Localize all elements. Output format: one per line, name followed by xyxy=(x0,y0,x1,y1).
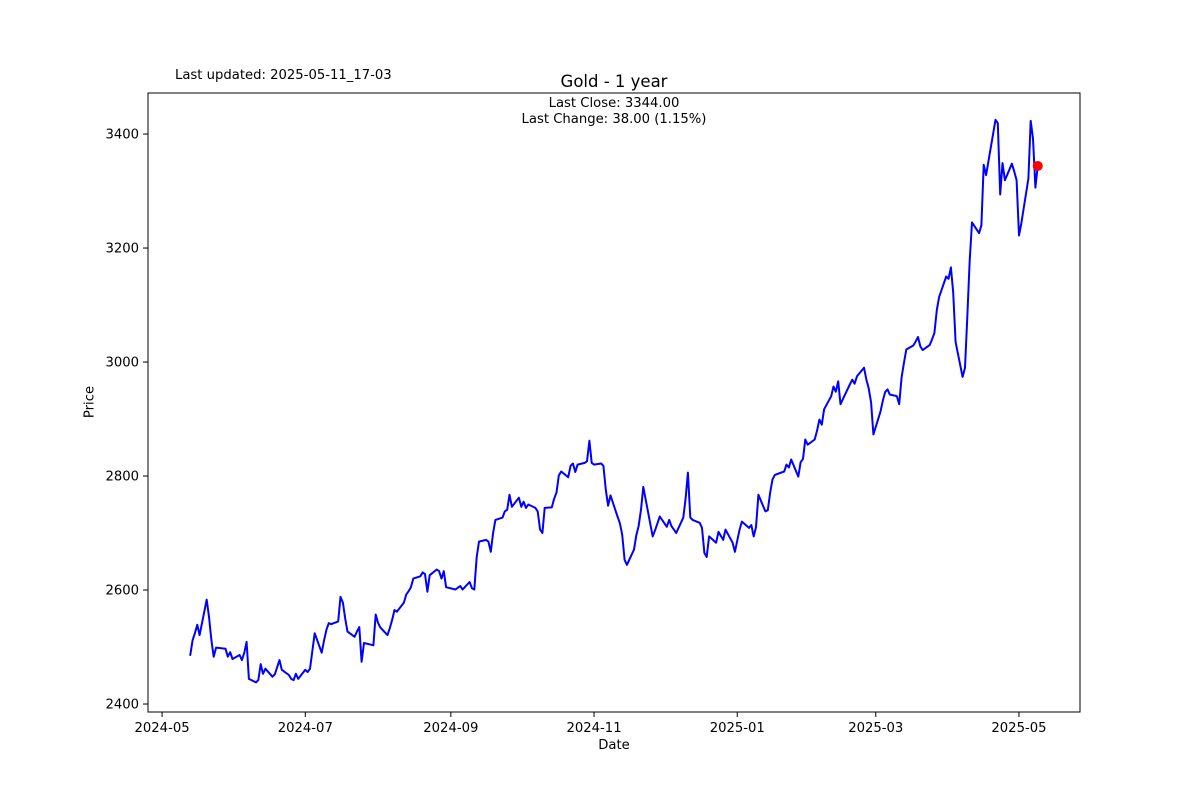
last-price-marker xyxy=(1032,160,1043,171)
x-tick-label: 2025-05 xyxy=(991,721,1046,736)
y-tick-label: 3400 xyxy=(105,128,139,143)
annotation-last-change: Last Change: 38.00 (1.15%) xyxy=(521,112,707,127)
last-price-annotation: Last Close: 3344.00 Last Change: 38.00 (… xyxy=(148,96,1080,128)
x-tick-label: 2024-05 xyxy=(135,721,190,736)
y-axis-label: Price xyxy=(82,385,98,419)
y-tick-label: 2800 xyxy=(105,470,139,485)
y-tick-label: 3000 xyxy=(105,356,139,371)
x-tick-label: 2025-01 xyxy=(710,721,765,736)
x-tick-label: 2025-03 xyxy=(848,721,903,736)
y-tick-label: 3200 xyxy=(105,242,139,257)
last-updated-text: Last updated: 2025-05-11_17-03 xyxy=(175,68,392,83)
x-tick-label: 2024-09 xyxy=(423,721,478,736)
y-tick-label: 2600 xyxy=(105,584,139,599)
x-tick-label: 2024-07 xyxy=(278,721,333,736)
x-tick-label: 2024-11 xyxy=(566,721,621,736)
chart-title: Gold - 1 year xyxy=(560,72,668,91)
annotation-last-close: Last Close: 3344.00 xyxy=(548,96,680,111)
axes-frame xyxy=(147,92,1081,713)
price-line xyxy=(189,118,1039,684)
x-axis-label: Date xyxy=(598,738,630,753)
y-tick-label: 2400 xyxy=(105,698,139,713)
